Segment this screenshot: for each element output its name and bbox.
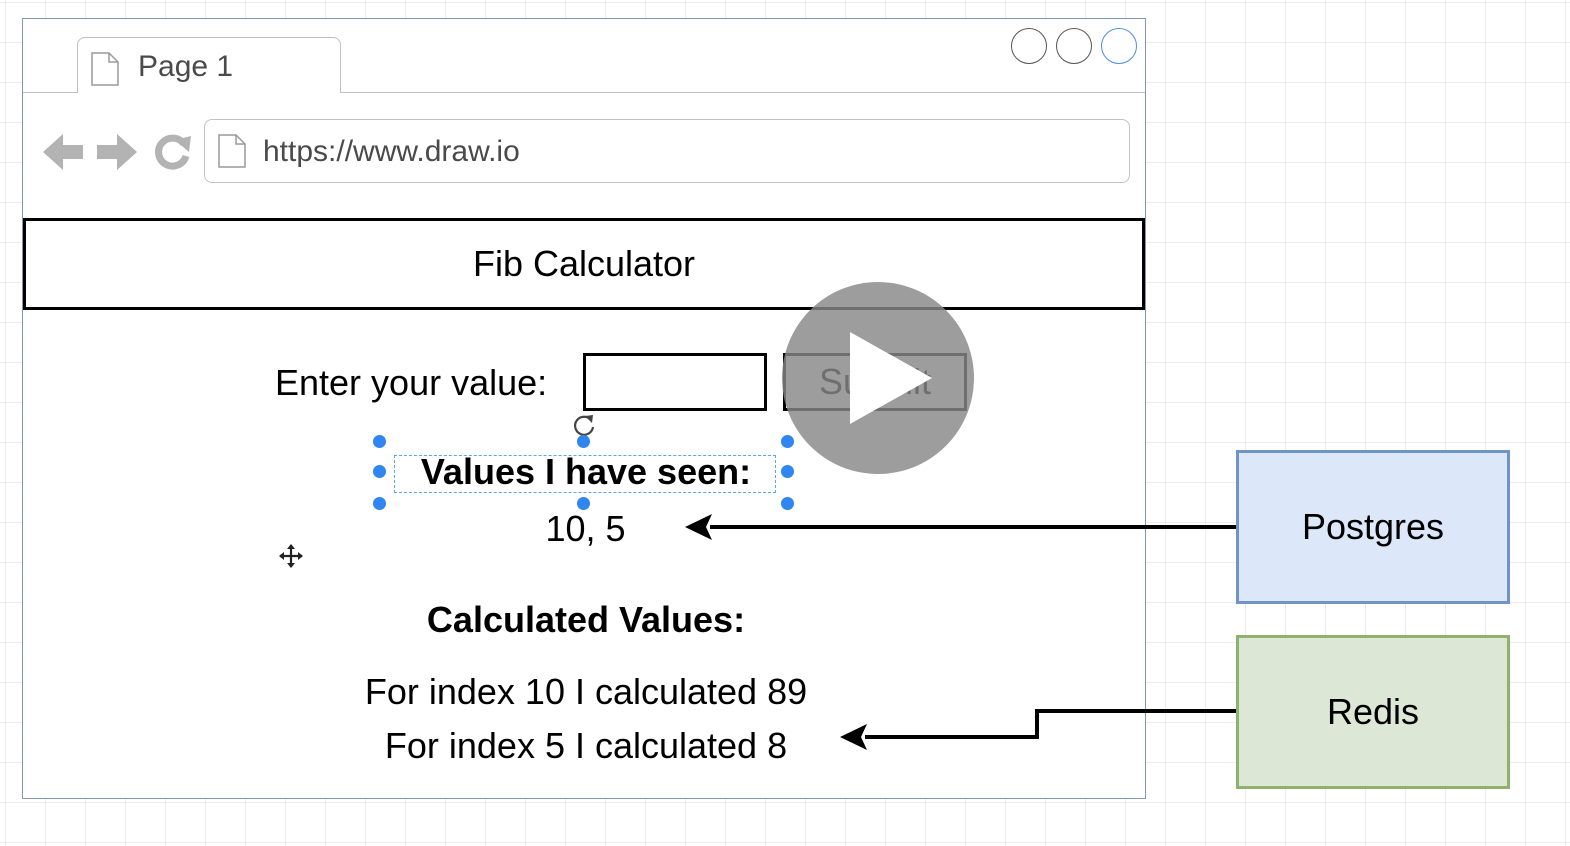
calculated-line: For index 5 I calculated 8 bbox=[384, 725, 788, 766]
resize-handle-nw[interactable] bbox=[373, 435, 386, 448]
rotate-handle-icon[interactable] bbox=[571, 412, 597, 438]
values-seen-list: 10, 5 bbox=[545, 508, 626, 549]
tab-bar-divider bbox=[23, 92, 1145, 93]
postgres-arrow-head bbox=[685, 514, 712, 540]
redis-arrow-line bbox=[865, 709, 1236, 739]
resize-handle-s[interactable] bbox=[577, 497, 590, 510]
resize-handle-w[interactable] bbox=[373, 465, 386, 478]
redis-arrow-head bbox=[840, 724, 867, 750]
redis-label: Redis bbox=[1326, 691, 1420, 732]
value-input[interactable] bbox=[583, 353, 767, 411]
calculated-values-heading: Calculated Values: bbox=[426, 599, 746, 640]
calculated-line: For index 10 I calculated 89 bbox=[364, 671, 808, 712]
browser-tab[interactable]: Page 1 bbox=[77, 37, 341, 93]
page-title: Fib Calculator bbox=[472, 243, 696, 284]
resize-handle-n[interactable] bbox=[577, 435, 590, 448]
enter-value-label: Enter your value: bbox=[275, 362, 548, 403]
address-bar[interactable]: https://www.draw.io bbox=[204, 119, 1130, 183]
reload-icon[interactable] bbox=[151, 132, 193, 174]
app-header[interactable]: Fib Calculator bbox=[23, 218, 1145, 310]
selection-outline bbox=[394, 455, 776, 493]
postgres-box[interactable]: Postgres bbox=[1236, 450, 1510, 604]
tab-label: Page 1 bbox=[138, 50, 234, 83]
play-button[interactable] bbox=[782, 282, 974, 474]
resize-handle-e[interactable] bbox=[781, 465, 794, 478]
window-button-close[interactable] bbox=[1101, 28, 1137, 64]
resize-handle-ne[interactable] bbox=[781, 435, 794, 448]
page-icon bbox=[218, 134, 246, 168]
postgres-label: Postgres bbox=[1301, 506, 1445, 547]
url-text: https://www.draw.io bbox=[263, 135, 520, 168]
values-seen-heading[interactable]: Values I have seen: bbox=[420, 451, 752, 492]
forward-arrow-icon[interactable] bbox=[95, 132, 139, 172]
window-button-maximize[interactable] bbox=[1056, 28, 1092, 64]
back-arrow-icon[interactable] bbox=[41, 132, 85, 172]
resize-handle-sw[interactable] bbox=[373, 497, 386, 510]
move-cursor-icon bbox=[279, 544, 303, 568]
page-icon bbox=[91, 52, 119, 86]
resize-handle-se[interactable] bbox=[781, 497, 794, 510]
window-button-minimize[interactable] bbox=[1011, 28, 1047, 64]
play-icon bbox=[850, 332, 932, 424]
redis-box[interactable]: Redis bbox=[1236, 635, 1510, 789]
